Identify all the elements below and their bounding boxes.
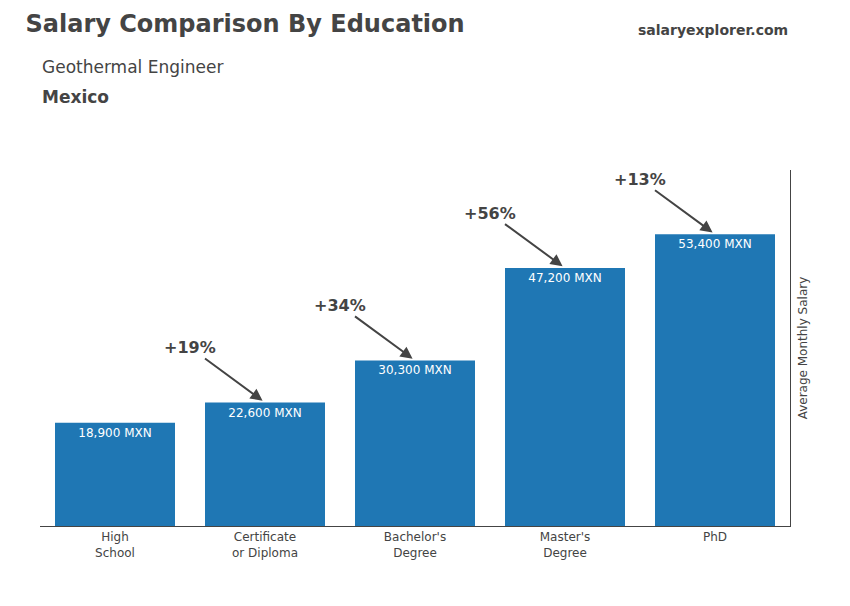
svg-text:30,300 MXN: 30,300 MXN <box>378 363 451 377</box>
svg-text:HighSchool: HighSchool <box>95 530 135 560</box>
svg-text:18,900 MXN: 18,900 MXN <box>78 426 151 440</box>
svg-text:PhD: PhD <box>703 530 727 544</box>
svg-text:+34%: +34% <box>314 296 366 315</box>
svg-text:Master'sDegree: Master'sDegree <box>540 530 591 560</box>
svg-text:22,600 MXN: 22,600 MXN <box>228 406 301 420</box>
svg-text:Bachelor'sDegree: Bachelor'sDegree <box>384 530 446 560</box>
svg-text:Mexico: Mexico <box>42 87 109 107</box>
svg-text:salaryexplorer.com: salaryexplorer.com <box>638 22 788 38</box>
svg-text:+19%: +19% <box>164 338 216 357</box>
svg-text:Average Monthly Salary: Average Monthly Salary <box>796 277 810 420</box>
svg-text:Certificateor Diploma: Certificateor Diploma <box>232 530 298 560</box>
svg-text:53,400 MXN: 53,400 MXN <box>678 237 751 251</box>
svg-text:+13%: +13% <box>614 170 666 189</box>
svg-text:Salary Comparison By Education: Salary Comparison By Education <box>26 10 465 38</box>
svg-text:47,200 MXN: 47,200 MXN <box>528 271 601 285</box>
svg-text:+56%: +56% <box>464 204 516 223</box>
svg-text:Geothermal Engineer: Geothermal Engineer <box>42 57 223 77</box>
